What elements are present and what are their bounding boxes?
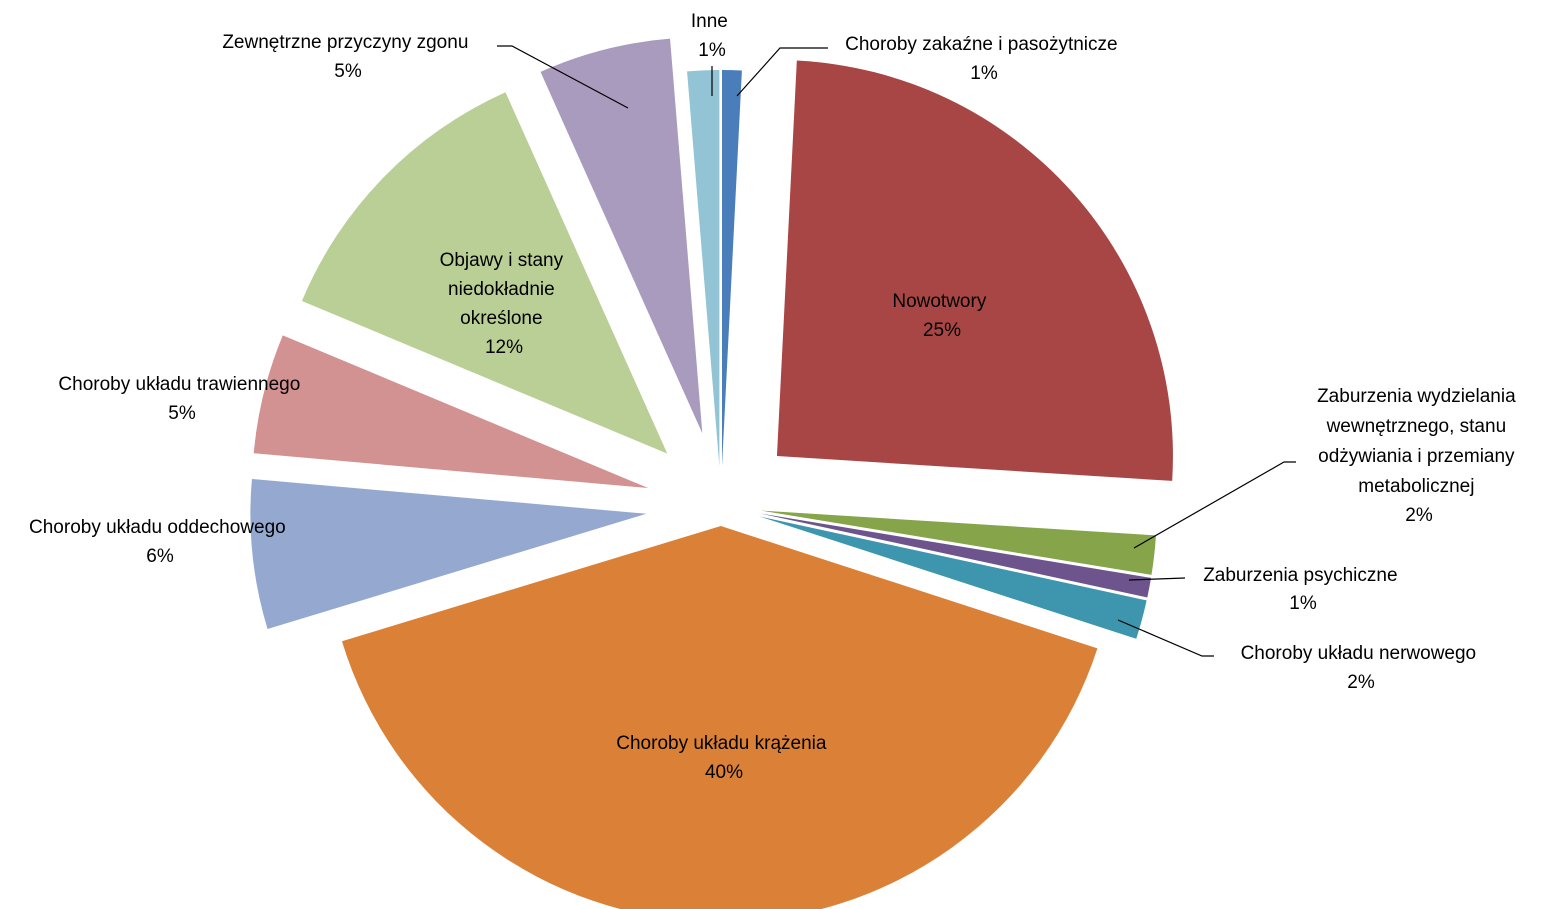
leader-line-infectious	[736, 47, 828, 97]
label-endocrine-line2: wewnętrznego, stanu	[1326, 416, 1507, 437]
pie-slice-endocrine	[760, 510, 1156, 575]
label-illdefined-percent: 12%	[485, 337, 523, 358]
label-circulatory-percent: 40%	[705, 762, 743, 783]
pie-slice-external	[540, 38, 703, 434]
leader-line-nervous	[1117, 619, 1214, 657]
label-other-percent: 1%	[698, 40, 726, 61]
pie-slice-other	[687, 70, 720, 467]
leader-line-mental	[1128, 577, 1186, 581]
label-illdefined-line1: Objawy i stany	[440, 250, 564, 271]
label-external-name: Zewnętrzne przyczyny zgonu	[222, 32, 468, 53]
label-endocrine-line3: odżywiania i przemiany	[1318, 446, 1515, 467]
pie-slice-respiratory	[250, 478, 647, 630]
leader-line-endocrine	[1133, 461, 1296, 549]
slice-labels: Choroby zakaźne i pasożytnicze 1% Inne 1…	[29, 11, 1521, 783]
pie-slices	[250, 38, 1173, 909]
label-mental-name: Zaburzenia psychiczne	[1203, 565, 1397, 586]
leader-line-external	[497, 45, 629, 109]
label-illdefined-line2: niedokładnie	[448, 279, 555, 300]
label-digestive-name: Choroby układu trawiennego	[58, 374, 300, 395]
label-nervous-name: Choroby układu nerwowego	[1241, 643, 1477, 664]
label-cancer: Nowotwory 25%	[892, 291, 991, 341]
label-circulatory: Choroby układu krążenia 40%	[616, 733, 831, 783]
pie-slice-circulatory	[341, 525, 1098, 909]
pie-slice-nervous	[759, 516, 1147, 639]
label-endocrine-line1: Zaburzenia wydzielania	[1317, 386, 1516, 407]
pie-slice-digestive	[253, 335, 649, 489]
label-digestive-percent: 5%	[168, 403, 196, 424]
label-other: Inne 1%	[691, 11, 733, 61]
label-respiratory: Choroby układu oddechowego 6%	[29, 517, 291, 567]
label-endocrine: Zaburzenia wydzielania wewnętrznego, sta…	[1317, 386, 1521, 526]
label-respiratory-percent: 6%	[146, 546, 174, 567]
label-infectious: Choroby zakaźne i pasożytnicze 1%	[845, 34, 1123, 84]
label-circulatory-name: Choroby układu krążenia	[616, 733, 827, 754]
label-external-percent: 5%	[334, 61, 362, 82]
label-infectious-name: Choroby zakaźne i pasożytnicze	[845, 34, 1117, 55]
label-illdefined-line3: określone	[460, 308, 542, 329]
label-other-name: Inne	[691, 11, 728, 32]
label-mental: Zaburzenia psychiczne 1%	[1203, 565, 1403, 614]
label-endocrine-line4: metabolicznej	[1358, 476, 1474, 497]
pie-slice-infectious	[722, 70, 742, 467]
label-cancer-name: Nowotwory	[892, 291, 986, 312]
label-nervous: Choroby układu nerwowego 2%	[1241, 643, 1482, 693]
label-infectious-percent: 1%	[970, 63, 998, 84]
label-endocrine-percent: 2%	[1405, 505, 1433, 526]
pie-slice-mental	[760, 513, 1152, 598]
leader-lines	[497, 45, 1296, 657]
label-respiratory-name: Choroby układu oddechowego	[29, 517, 286, 538]
pie-slice-illdefined	[301, 92, 668, 454]
label-nervous-percent: 2%	[1347, 672, 1375, 693]
label-mental-percent: 1%	[1289, 593, 1317, 614]
label-cancer-percent: 25%	[923, 320, 961, 341]
pie-slice-cancer	[776, 60, 1173, 481]
label-external: Zewnętrzne przyczyny zgonu 5%	[222, 32, 473, 82]
label-digestive: Choroby układu trawiennego 5%	[58, 374, 305, 424]
label-illdefined: Objawy i stany niedokładnie określone 12…	[440, 250, 569, 358]
